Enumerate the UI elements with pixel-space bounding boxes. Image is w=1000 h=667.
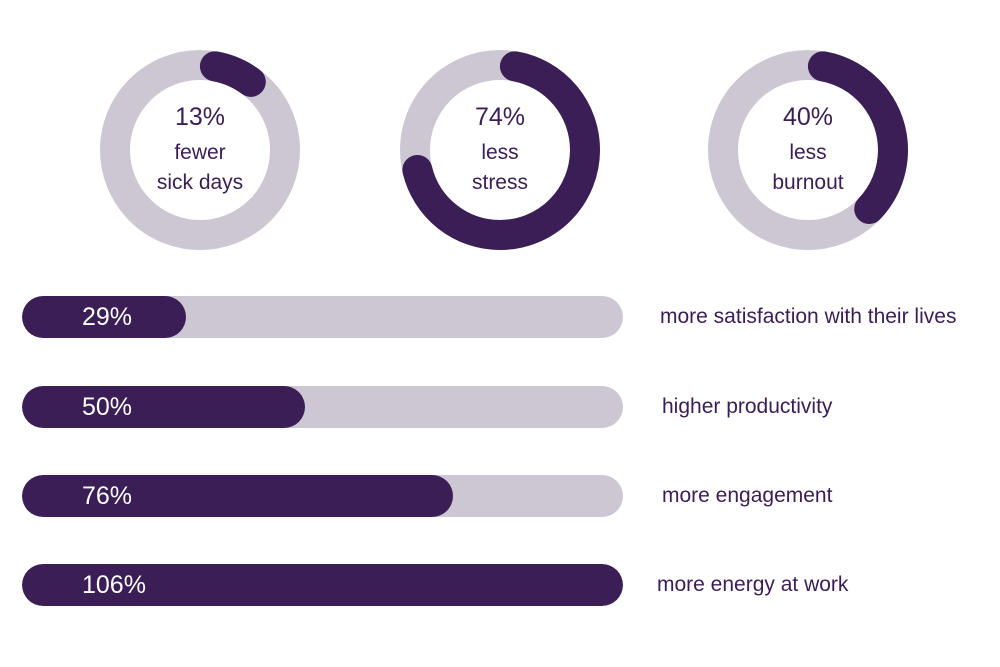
bar-row-satisfaction: 29% more satisfaction with their lives [22,296,1000,338]
donut-label-line2: sick days [156,171,244,194]
donut-label-line1: fewer [174,141,226,164]
bar-fill [22,386,306,428]
bar-fill [22,475,453,517]
bar-track [22,386,623,428]
bar-row-productivity: 50% higher productivity [22,386,1000,428]
donut-chart-sick-days: 13% fewer sick days [100,50,300,250]
bar-row-engagement: 76% more engagement [22,475,1000,517]
donut-chart-stress: 74% less stress [400,50,600,250]
donut-value: 74% [474,103,526,131]
donut-ring [100,50,300,250]
bar-fill [22,564,623,606]
bar-track [22,564,623,606]
bar-value: 50% [82,393,133,421]
donut-arc [100,50,300,250]
donut-label-line1: less [481,141,519,164]
bar-fill [22,296,187,338]
bar-value: 106% [82,571,146,599]
donut-chart-burnout: 40% less burnout [708,50,908,250]
bar-track [22,475,623,517]
bar-label: more energy at work [657,573,849,596]
donut-value: 13% [174,103,226,131]
donut-ring [400,50,600,250]
donut-value: 40% [782,103,834,131]
bar-label: higher productivity [662,395,833,418]
donut-label-line1: less [789,141,827,164]
bar-value: 76% [82,482,133,510]
bar-label: more engagement [662,484,833,507]
bar-value: 29% [82,303,133,331]
bar-track [22,296,623,338]
bar-label: more satisfaction with their lives [660,305,957,328]
donut-arc [708,50,908,250]
donut-label-line2: stress [471,171,528,194]
bar-row-energy: 106% more energy at work [22,564,1000,606]
donut-arc [400,50,600,250]
donut-label-line2: burnout [772,171,844,194]
donut-ring [708,50,908,250]
